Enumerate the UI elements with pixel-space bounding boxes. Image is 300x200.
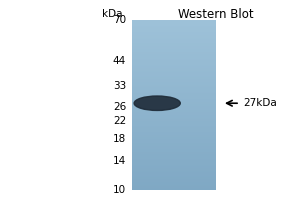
Text: 18: 18 <box>113 134 126 144</box>
Text: 10: 10 <box>113 185 126 195</box>
Text: 44: 44 <box>113 56 126 66</box>
Text: 22: 22 <box>113 116 126 126</box>
Text: 27kDa: 27kDa <box>243 98 277 108</box>
Text: 14: 14 <box>113 156 126 166</box>
Text: 33: 33 <box>113 81 126 91</box>
Text: kDa: kDa <box>103 9 123 19</box>
Text: Western Blot: Western Blot <box>178 8 254 21</box>
Text: 26: 26 <box>113 102 126 112</box>
Ellipse shape <box>134 96 180 110</box>
Text: 70: 70 <box>113 15 126 25</box>
